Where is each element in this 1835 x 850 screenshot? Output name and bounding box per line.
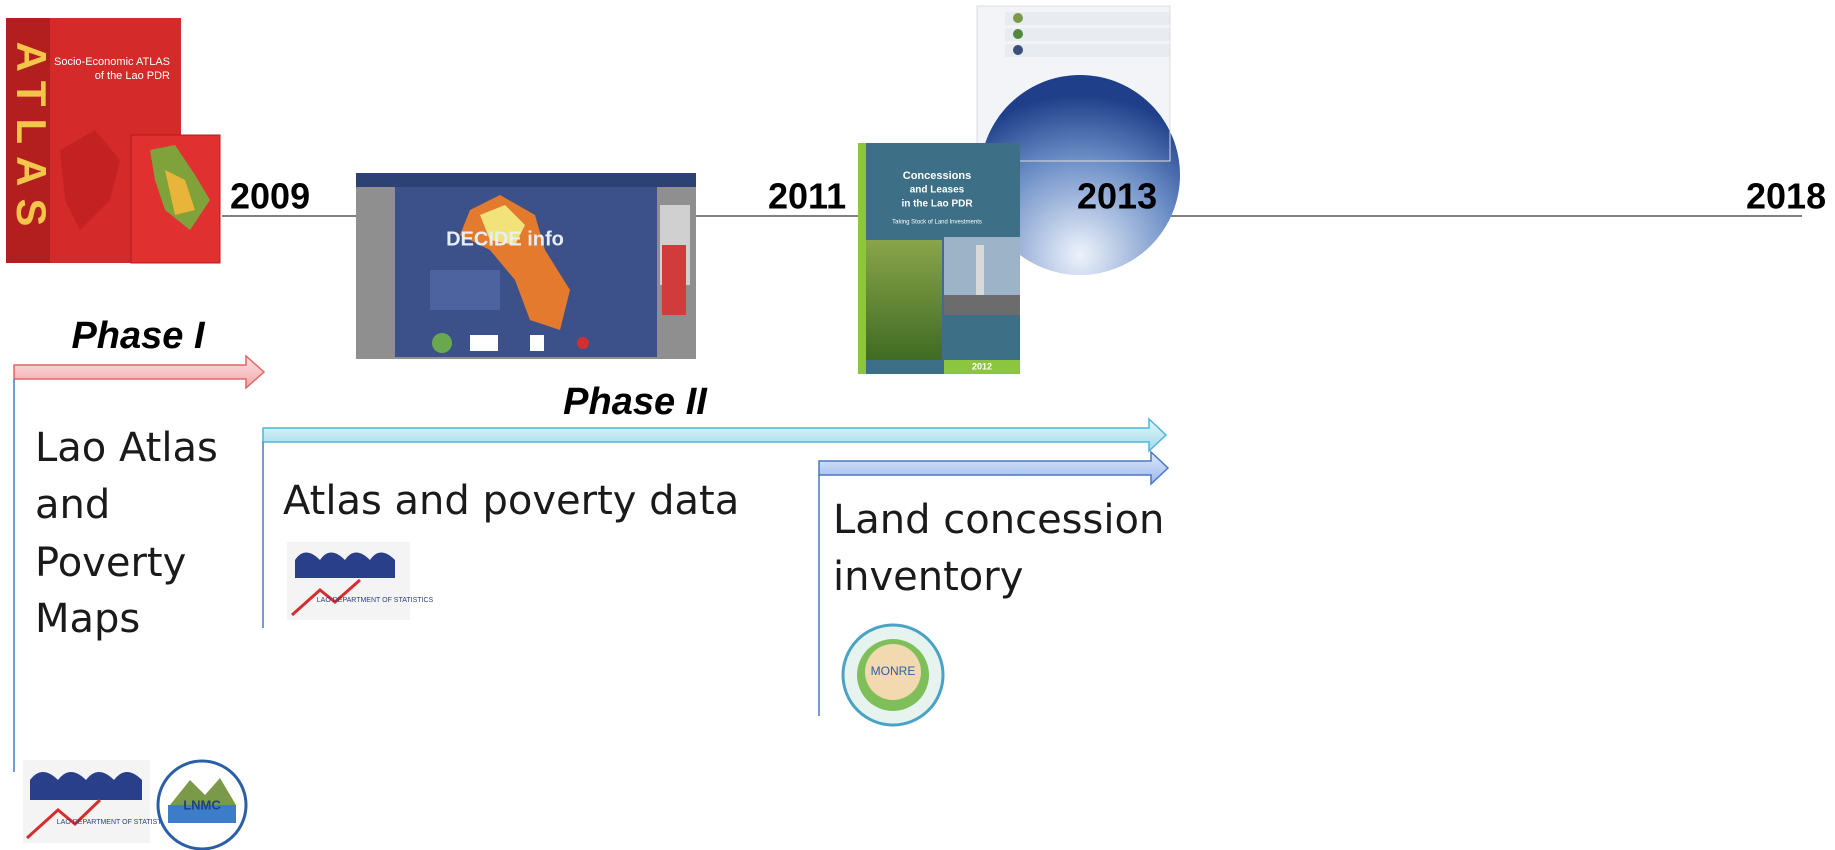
year-label: 2009	[230, 176, 310, 217]
track-arrow	[819, 452, 1168, 484]
track-description: Lao Atlas	[35, 425, 218, 471]
track-description: Maps	[35, 596, 140, 642]
track-description: and	[35, 482, 110, 528]
concessions-title: in the Lao PDR	[901, 199, 973, 210]
year-label: 2018	[1746, 176, 1826, 217]
atlas-title: ATLAS	[8, 42, 55, 239]
track-description: Poverty	[35, 540, 186, 586]
concessions-year: 2012	[972, 361, 992, 371]
track-description: Land concession	[833, 497, 1164, 543]
track-description: Atlas and poverty data	[283, 478, 739, 524]
atlas-subtitle: of the Lao PDR	[95, 70, 170, 82]
atlas-cover-image: ATLAS Socio-Economic ATLAS of the Lao PD…	[6, 18, 220, 263]
statistics-logo: LAO DEPARTMENT OF STATISTICS	[287, 542, 434, 620]
year-label: 2013	[1077, 176, 1157, 217]
lnmc-logo-label: LNMC	[183, 797, 221, 812]
statistics-logo-label: LAO DEPARTMENT OF STATISTICS	[57, 819, 174, 826]
phase-arrow	[263, 419, 1166, 451]
monre-logo: MONRE	[843, 625, 943, 725]
lnmc-logo: LNMC	[158, 761, 246, 849]
concessions-cover-image: Concessions and Leases in the Lao PDR Ta…	[858, 143, 1020, 374]
phase-label: Phase II	[563, 381, 708, 423]
concessions-title: Concessions	[903, 170, 971, 182]
concessions-title: and Leases	[910, 185, 965, 196]
phase-arrow	[14, 356, 264, 388]
timeline-slide: ATLAS Socio-Economic ATLAS of the Lao PD…	[0, 0, 1835, 850]
decide-screenshot-image: DECIDE info	[356, 173, 696, 359]
decide-title: DECIDE info	[446, 228, 564, 250]
year-label: 2011	[768, 176, 846, 217]
concessions-subtitle: Taking Stock of Land Investments	[892, 220, 982, 226]
page: {"timeline": {"years": ["2009", "2011", …	[0, 0, 1835, 850]
statistics-logo: LAO DEPARTMENT OF STATISTICS	[23, 760, 174, 843]
phase-label: Phase I	[71, 315, 206, 357]
monre-logo-label: MONRE	[871, 664, 916, 678]
atlas-subtitle: Socio-Economic ATLAS	[54, 56, 170, 68]
statistics-logo-label: LAO DEPARTMENT OF STATISTICS	[317, 597, 434, 604]
track-description: inventory	[833, 554, 1023, 600]
